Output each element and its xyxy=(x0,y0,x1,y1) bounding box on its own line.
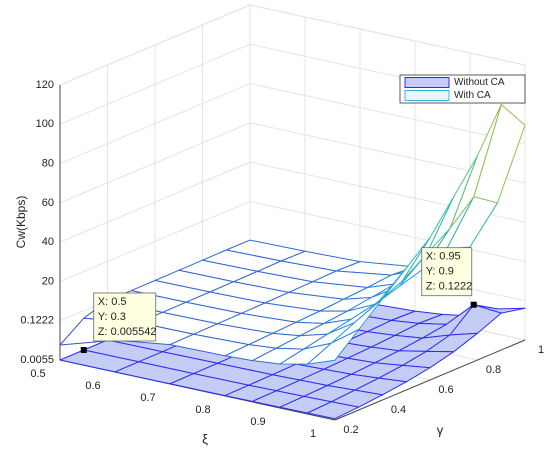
z-axis-label: Cw(Kbps) xyxy=(14,196,28,249)
y-tick-label: 0.6 xyxy=(438,384,453,396)
datatip-marker xyxy=(470,301,477,308)
x-tick-label: 0.7 xyxy=(140,392,155,404)
datatip-text: Z: 0.1222 xyxy=(426,281,472,293)
legend-swatch xyxy=(404,90,450,101)
x-axis-label: ξ xyxy=(202,431,208,446)
x-tick-label: 0.9 xyxy=(250,416,265,428)
z-grid-line xyxy=(249,83,526,145)
y-tick-label: 0.2 xyxy=(343,424,358,436)
box-edge xyxy=(59,4,251,86)
z-tick-label: 120 xyxy=(36,79,54,91)
z-tick-label: 80 xyxy=(42,157,54,169)
plot-area: 0.0055 0.1222 20 40 60 80 100 120 0.5 0.6 0.7 0.8 0.… xyxy=(20,4,544,440)
y-axis-label: γ xyxy=(437,422,444,437)
datatip-marker xyxy=(80,346,87,353)
z-tick-label: 20 xyxy=(42,275,54,287)
x-tick-label: 0.8 xyxy=(195,404,210,416)
datatip-text: Z: 0.005542 xyxy=(98,326,157,338)
z-tick-label: 40 xyxy=(42,236,54,248)
legend-swatch xyxy=(404,77,450,88)
z-tick-label: 0.1222 xyxy=(20,315,54,327)
z-tick-label: 0.0055 xyxy=(20,354,54,366)
datatip-text: X: 0.95 xyxy=(426,251,461,263)
y-tick-label: 0.4 xyxy=(391,404,406,416)
datatip-text: X: 0.5 xyxy=(98,296,127,308)
x-tick-label: 1 xyxy=(310,428,316,440)
datatip-box xyxy=(93,292,157,342)
x-tick-label: 0.6 xyxy=(85,380,100,392)
z-tick-label: 100 xyxy=(36,118,54,130)
x-tick-label: 0.5 xyxy=(30,368,45,380)
z-grid-line xyxy=(249,200,526,262)
datatip-box xyxy=(421,247,473,297)
legend-label: With CA xyxy=(454,90,491,101)
y-tick-label: 1 xyxy=(538,344,544,356)
surface-patch xyxy=(307,329,360,365)
datatip-text: Y: 0.9 xyxy=(426,266,454,278)
surface-patch xyxy=(307,401,360,420)
box-edge xyxy=(249,4,526,66)
y-axis xyxy=(334,339,526,421)
z-tick-label: 60 xyxy=(42,197,54,209)
legend-label: Without CA xyxy=(454,77,505,88)
y-tick-label: 0.8 xyxy=(486,364,501,376)
datatip-text: Y: 0.3 xyxy=(98,311,126,323)
